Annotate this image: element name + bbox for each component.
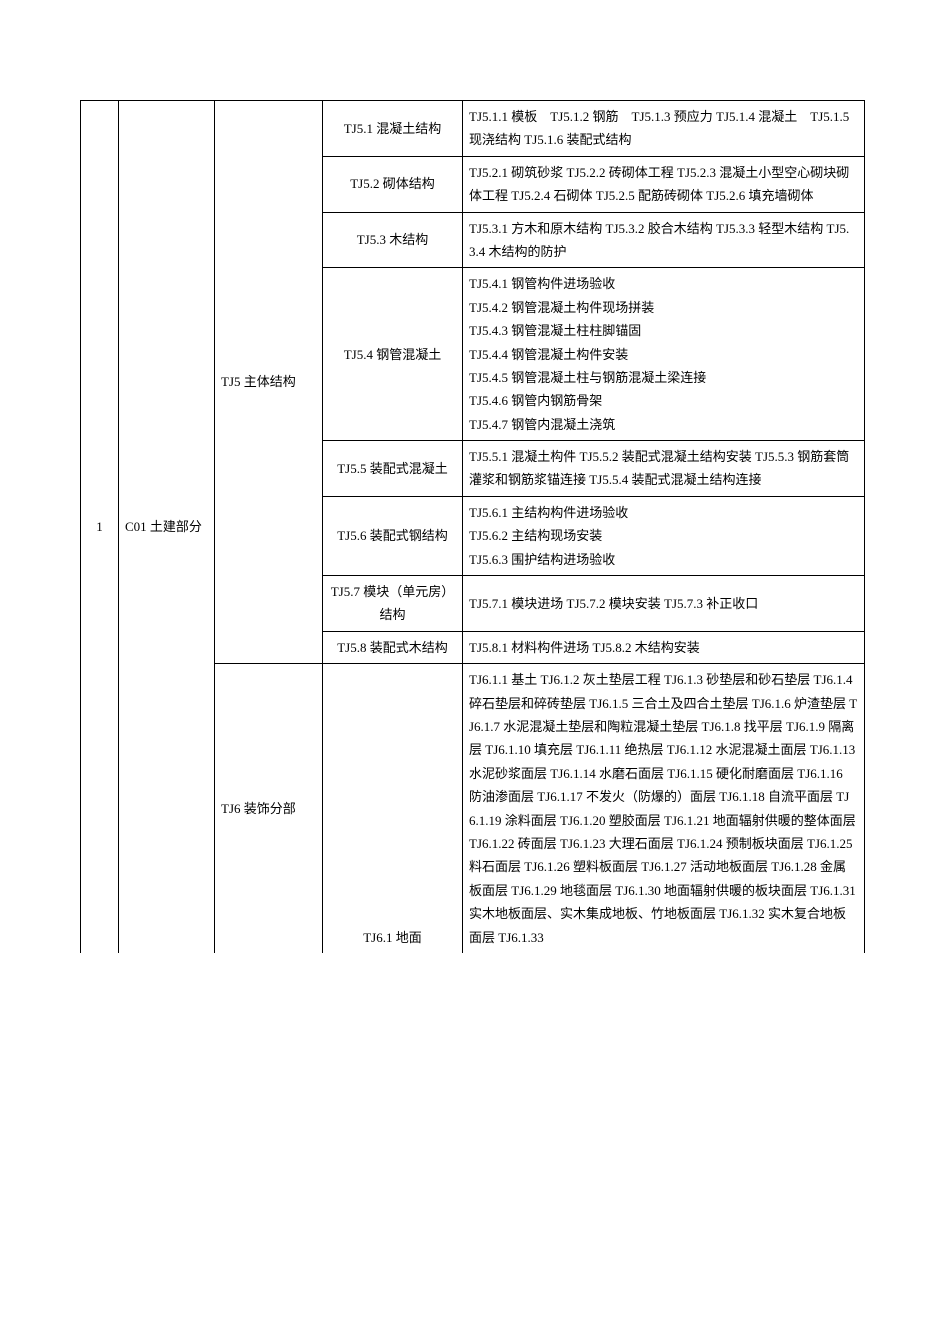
category-cell: C01 土建部分 <box>119 101 215 953</box>
subsection-cell: TJ5.2 砌体结构 <box>323 156 463 212</box>
detail-cell: TJ5.3.1 方木和原木结构 TJ5.3.2 胶合木结构 TJ5.3.3 轻型… <box>463 212 865 268</box>
page: 1 C01 土建部分 TJ5 主体结构 TJ5.1 混凝土结构 TJ5.1.1 … <box>0 0 945 953</box>
subsection-cell: TJ5.6 装配式钢结构 <box>323 496 463 575</box>
detail-cell: TJ5.7.1 模块进场 TJ5.7.2 模块安装 TJ5.7.3 补正收口 <box>463 576 865 632</box>
subsection-cell: TJ5.1 混凝土结构 <box>323 101 463 157</box>
classification-table: 1 C01 土建部分 TJ5 主体结构 TJ5.1 混凝土结构 TJ5.1.1 … <box>80 100 865 953</box>
subsection-cell: TJ5.7 模块（单元房）结构 <box>323 576 463 632</box>
detail-cell: TJ5.8.1 材料构件进场 TJ5.8.2 木结构安装 <box>463 631 865 663</box>
section-cell: TJ6 装饰分部 <box>215 664 323 953</box>
subsection-cell: TJ6.1 地面 <box>323 664 463 953</box>
subsection-cell: TJ5.4 钢管混凝土 <box>323 268 463 441</box>
detail-cell: TJ5.1.1 模板 TJ5.1.2 钢筋 TJ5.1.3 预应力 TJ5.1.… <box>463 101 865 157</box>
subsection-cell: TJ5.5 装配式混凝土 <box>323 441 463 497</box>
section-cell: TJ5 主体结构 <box>215 101 323 664</box>
subsection-cell: TJ5.3 木结构 <box>323 212 463 268</box>
index-cell: 1 <box>81 101 119 953</box>
table-row: 1 C01 土建部分 TJ5 主体结构 TJ5.1 混凝土结构 TJ5.1.1 … <box>81 101 865 157</box>
detail-cell: TJ5.2.1 砌筑砂浆 TJ5.2.2 砖砌体工程 TJ5.2.3 混凝土小型… <box>463 156 865 212</box>
subsection-cell: TJ5.8 装配式木结构 <box>323 631 463 663</box>
detail-cell: TJ5.5.1 混凝土构件 TJ5.5.2 装配式混凝土结构安装 TJ5.5.3… <box>463 441 865 497</box>
detail-cell: TJ5.4.1 钢管构件进场验收 TJ5.4.2 钢管混凝土构件现场拼装 TJ5… <box>463 268 865 441</box>
detail-cell: TJ6.1.1 基土 TJ6.1.2 灰土垫层工程 TJ6.1.3 砂垫层和砂石… <box>463 664 865 953</box>
detail-cell: TJ5.6.1 主结构构件进场验收 TJ5.6.2 主结构现场安装 TJ5.6.… <box>463 496 865 575</box>
